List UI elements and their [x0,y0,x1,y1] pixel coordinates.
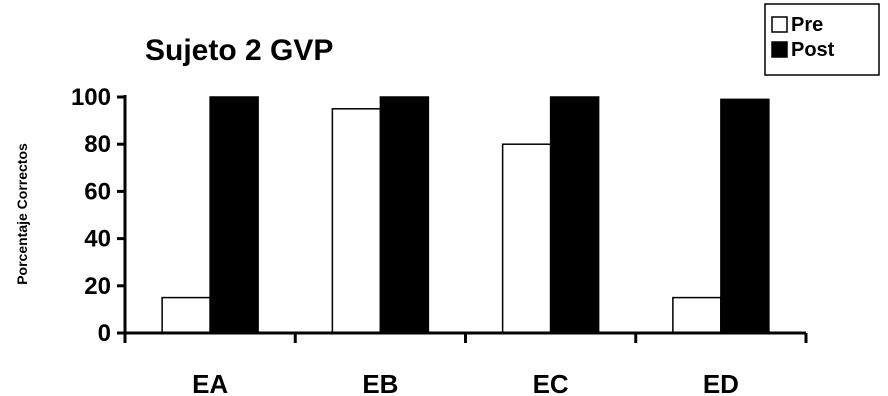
legend-label-post: Post [791,39,835,61]
y-tick-label-100: 100 [71,84,111,111]
x-tick-label-eb: EB [362,369,398,396]
bar-pre-ec [501,143,552,334]
chart-title: Sujeto 2 GVP [145,34,333,67]
y-axis-label: Porcentaje Correctos [14,143,30,285]
bar-pre-eb [331,108,382,334]
x-tick-label-ed: ED [703,369,739,396]
legend-frame [764,3,880,76]
bar-pre-ea [161,296,211,334]
y-tick-label-20: 20 [84,273,111,300]
y-tick-label-80: 80 [84,131,111,158]
plot-area: 0 20 40 60 80 100 EA EB EC ED [71,84,808,396]
x-tick-label-ec: EC [533,369,569,396]
y-tick-label-40: 40 [84,226,111,253]
bar-post-ed [720,98,770,334]
legend-swatch-post [771,41,788,58]
legend-label-pre: Pre [791,14,823,36]
legend: Pre Post [764,3,880,76]
legend-swatch-pre [771,16,788,33]
bar-post-ec [549,96,600,334]
bar-pre-ed [672,296,722,334]
bar-post-eb [379,96,430,334]
x-tick-label-ea: EA [192,369,228,396]
bar-post-ea [209,96,259,334]
y-tick-label-60: 60 [84,178,111,205]
y-tick-label-0: 0 [98,320,111,347]
